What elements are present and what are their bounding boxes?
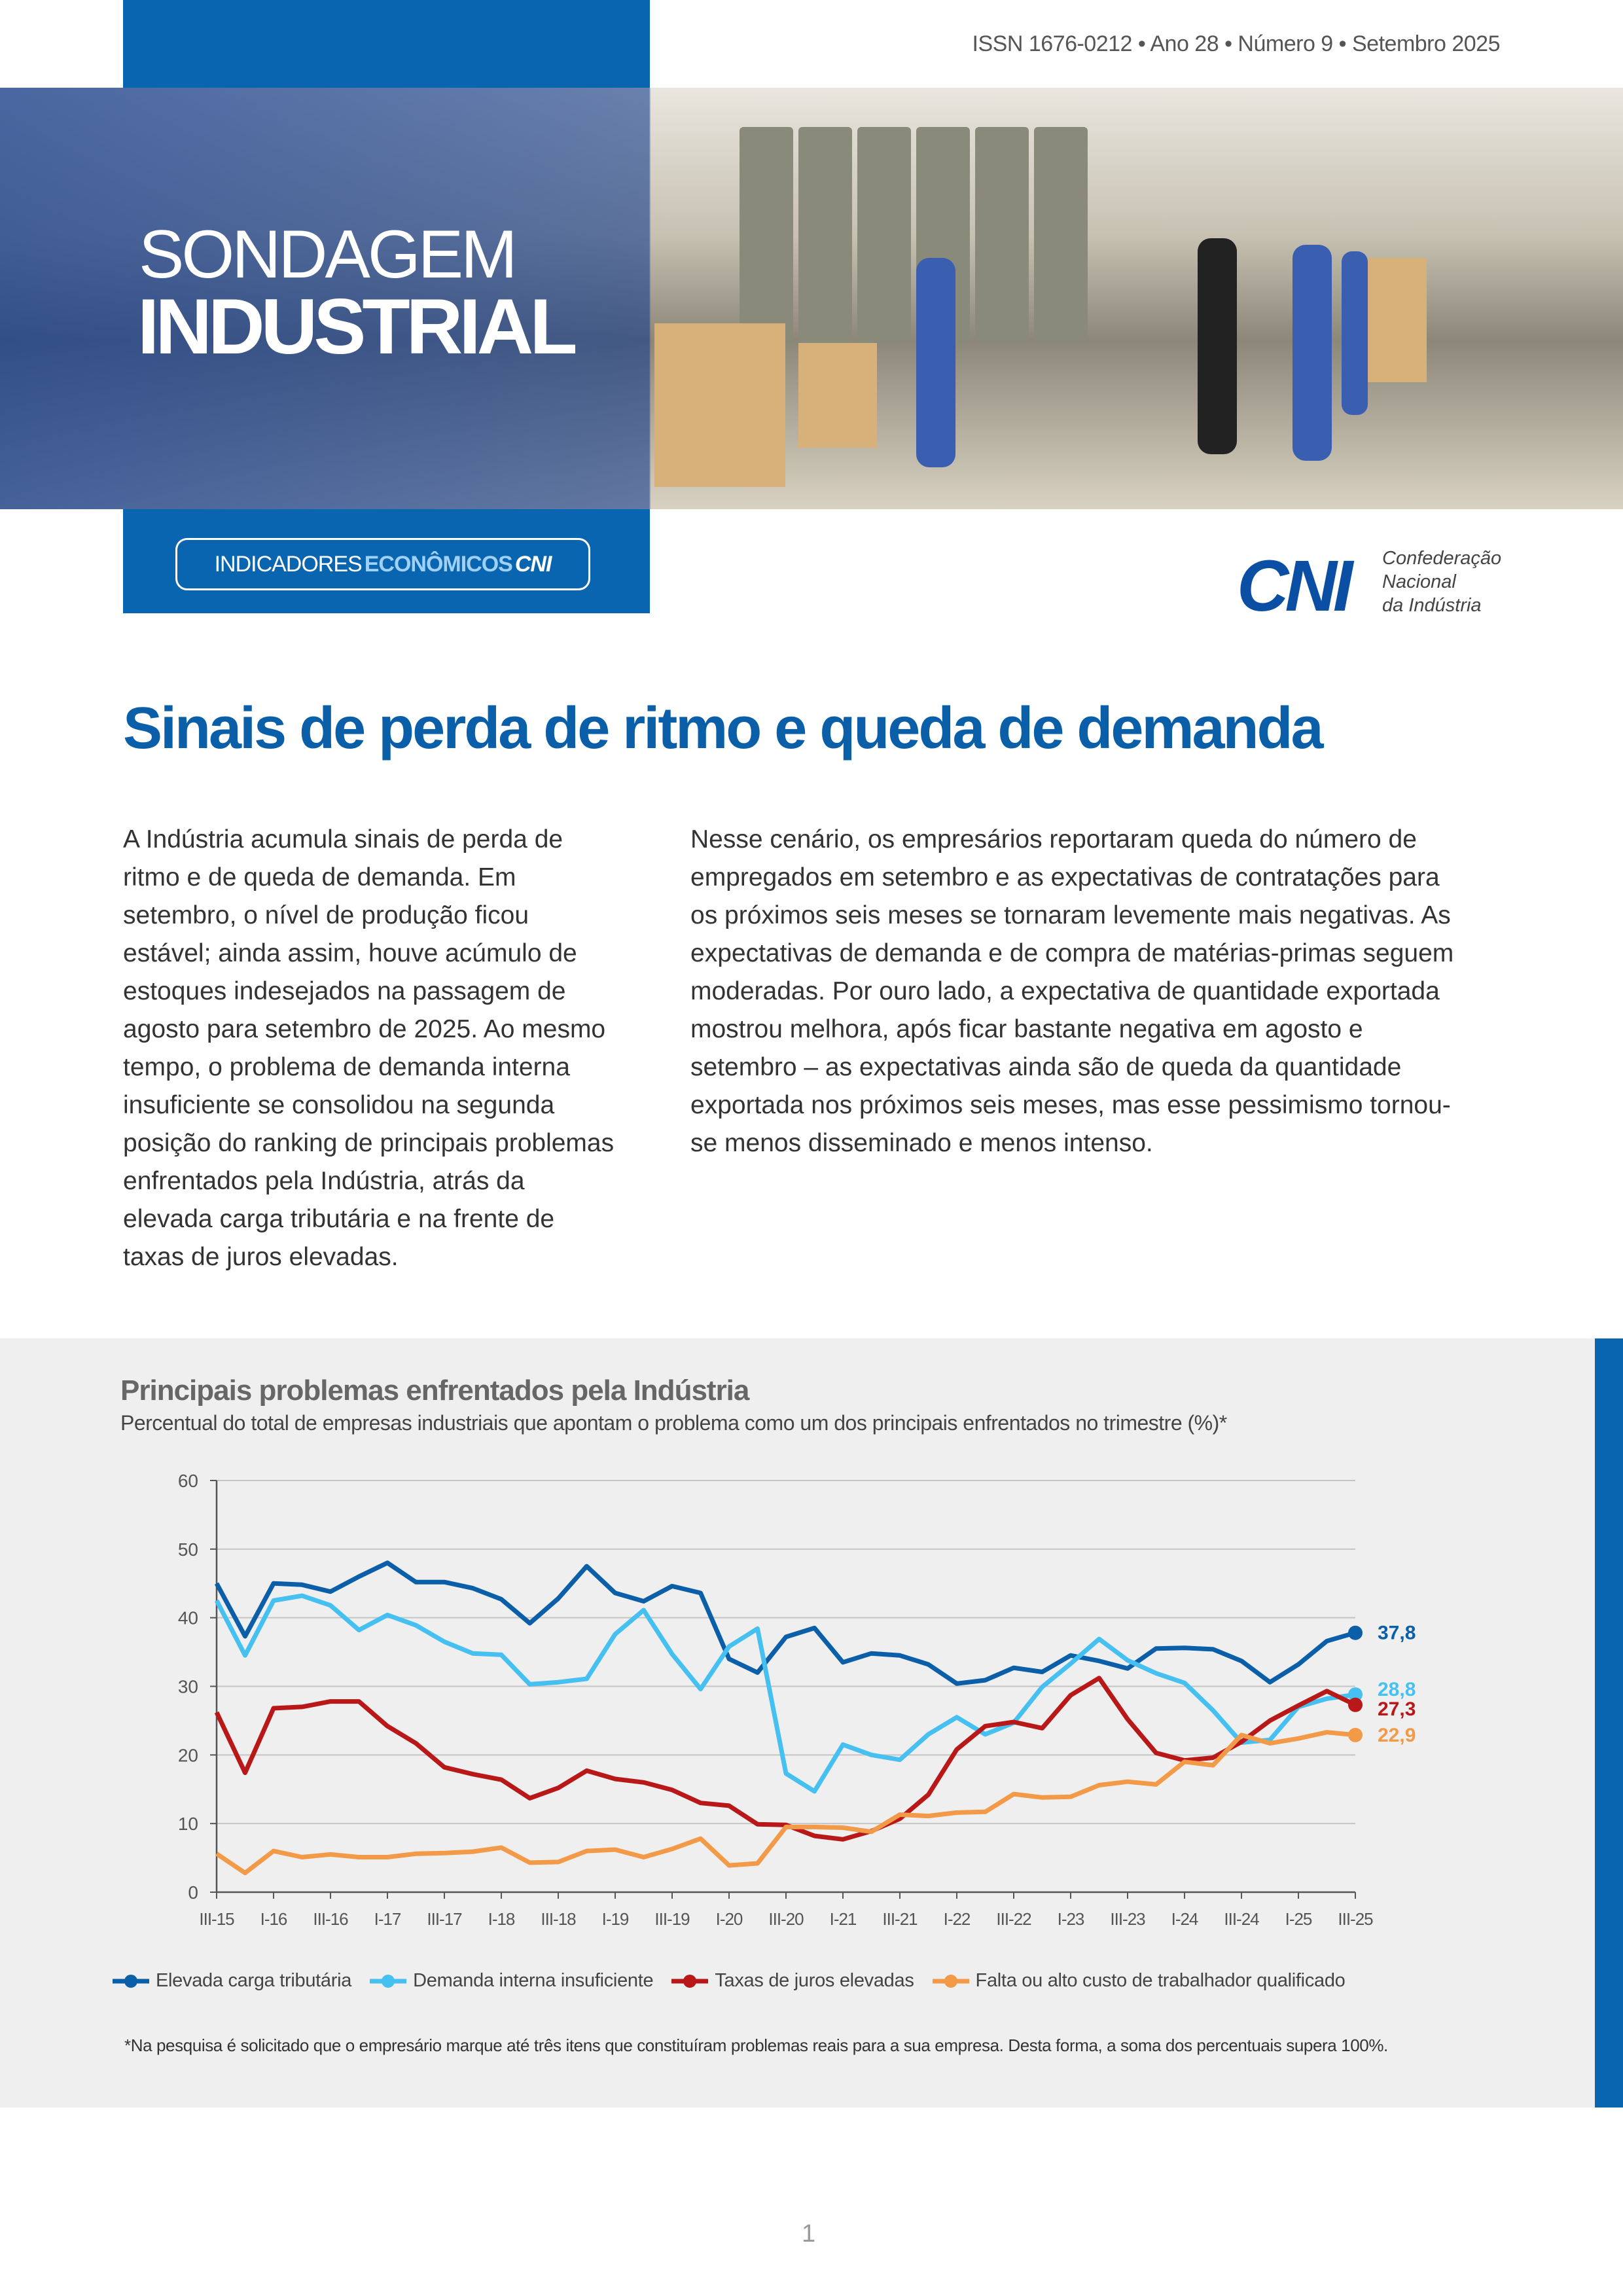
series-end-label: 28,8 [1378, 1679, 1416, 1700]
legend-marker-icon [671, 1974, 709, 1988]
x-tick-label: III-22 [996, 1909, 1031, 1929]
page-number: 1 [802, 2220, 816, 2248]
x-tick-label: I-21 [830, 1909, 857, 1929]
y-tick-label: 20 [178, 1745, 198, 1765]
x-tick-label: I-16 [260, 1909, 287, 1929]
legend-marker-icon [370, 1974, 407, 1988]
x-tick-label: III-20 [768, 1909, 804, 1929]
legend-marker-icon [113, 1974, 149, 1988]
x-tick-label: III-17 [427, 1909, 462, 1929]
series-end-marker [1348, 1697, 1363, 1712]
publication-title-line1: SONDAGEM [139, 217, 518, 293]
chart-subtitle: Percentual do total de empresas industri… [120, 1411, 1227, 1435]
org-name-line: Confederação [1382, 548, 1502, 569]
series-end-marker [1348, 1687, 1363, 1702]
x-tick-label: III-16 [313, 1909, 348, 1929]
y-tick-label: 60 [178, 1471, 198, 1491]
line-chart: 0 10 20 30 40 50 60 III-15 I-16 III-16 I-17 III-17 I… [178, 1471, 1416, 1929]
series-end-label: 27,3 [1378, 1698, 1416, 1720]
y-tick-label: 10 [178, 1814, 198, 1834]
x-tick-label: III-23 [1110, 1909, 1145, 1929]
series-end-label: 22,9 [1378, 1725, 1416, 1746]
x-tick-label: I-22 [944, 1909, 971, 1929]
cni-logo: CNI [1237, 546, 1353, 626]
x-tick-label: III-25 [1338, 1909, 1373, 1929]
cover-photo-factory [0, 88, 1623, 509]
series-end-marker [1348, 1727, 1363, 1742]
article-title: Sinais de perda de ritmo e queda de dema… [123, 696, 1324, 761]
series-end-marker [1348, 1625, 1363, 1640]
x-tick-label: I-17 [374, 1909, 401, 1929]
side-accent-bar [1595, 1338, 1623, 2108]
org-name-line: da Indústria [1382, 595, 1482, 616]
x-tick-label: III-19 [654, 1909, 690, 1929]
y-tick-label: 50 [178, 1539, 198, 1560]
paragraph-left: A Indústria acumula sinais de perda de r… [123, 825, 615, 1271]
legend-label: Taxas de juros elevadas [715, 1970, 914, 1991]
paragraph-right: Nesse cenário, os empresários reportaram… [690, 825, 1454, 1157]
x-tick-label: I-18 [488, 1909, 515, 1929]
y-tick-label: 40 [178, 1608, 198, 1628]
x-tick-label: III-18 [541, 1909, 576, 1929]
series-end-label: 37,8 [1378, 1623, 1416, 1644]
chart-footnote: *Na pesquisa é solicitado que o empresár… [124, 2036, 1388, 2055]
series-line-1 [214, 1593, 1356, 1794]
x-tick-label: I-25 [1285, 1909, 1312, 1929]
y-tick-label: 0 [188, 1882, 198, 1903]
series-line-0 [214, 1560, 1356, 1686]
chart-section [0, 1338, 1623, 2108]
legend-marker-icon [932, 1974, 969, 1988]
legend-item: Demanda interna insuficiente [370, 1970, 654, 1992]
indicadores-economicos-badge: INDICADORES ECONÔMICOS CNI [175, 538, 590, 590]
legend-label: Falta ou alto custo de trabalhador quali… [975, 1970, 1346, 1991]
legend-item: Elevada carga tributária [113, 1970, 351, 1992]
legend-label: Demanda interna insuficiente [413, 1970, 654, 1991]
series-label-bold: ECONÔMICOS [364, 551, 513, 577]
legend-label: Elevada carga tributária [156, 1970, 352, 1991]
legend-item: Falta ou alto custo de trabalhador quali… [932, 1970, 1346, 1992]
org-name: Confederação Nacional da Indústria [1382, 547, 1501, 617]
chart-legend: Elevada carga tributária Demanda interna … [113, 1970, 1585, 1992]
series-line-2 [214, 1676, 1357, 1842]
series-line-3 [215, 1730, 1356, 1876]
y-tick-label: 30 [178, 1677, 198, 1697]
issn-line: ISSN 1676-0212 • Ano 28 • Número 9 • Set… [972, 31, 1501, 56]
x-tick-label: III-15 [199, 1909, 234, 1929]
x-tick-label: I-19 [602, 1909, 629, 1929]
x-tick-label: III-21 [882, 1909, 918, 1929]
series-label-logo: CNI [514, 551, 552, 577]
x-tick-label: III-24 [1224, 1909, 1259, 1929]
series-label-light: INDICADORES [214, 551, 363, 577]
x-tick-label: I-23 [1058, 1909, 1084, 1929]
legend-item: Taxas de juros elevadas [671, 1970, 914, 1992]
x-tick-label: I-24 [1171, 1909, 1198, 1929]
x-tick-label: I-20 [716, 1909, 743, 1929]
publication-title-line2: INDUSTRIAL [137, 283, 578, 370]
chart-title: Principais problemas enfrentados pela In… [120, 1374, 749, 1407]
org-name-line: Nacional [1382, 571, 1456, 592]
